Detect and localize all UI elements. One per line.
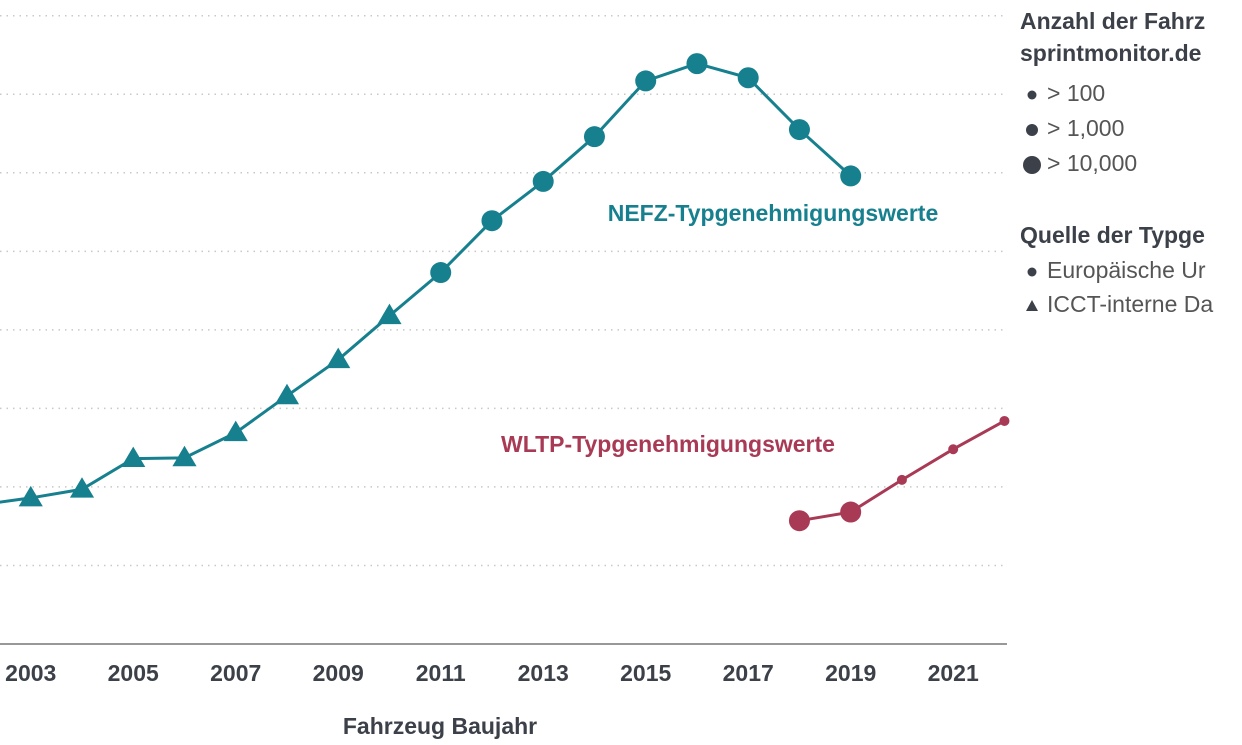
legend-label: > 1,000 bbox=[1047, 115, 1124, 141]
data-point bbox=[326, 347, 351, 369]
data-point bbox=[788, 119, 810, 141]
data-point bbox=[635, 70, 657, 92]
data-point bbox=[840, 165, 862, 187]
data-point bbox=[999, 415, 1010, 426]
data-point bbox=[840, 501, 862, 523]
data-point bbox=[377, 303, 402, 325]
legend-marker bbox=[1027, 90, 1037, 100]
x-tick-label: 2009 bbox=[313, 660, 364, 686]
data-point bbox=[274, 383, 300, 405]
x-tick-label: 2003 bbox=[5, 660, 56, 686]
legend-title: Quelle der Typge bbox=[1020, 222, 1205, 248]
data-point bbox=[481, 210, 503, 232]
x-tick-label: 2019 bbox=[825, 660, 876, 686]
legend-label: > 100 bbox=[1047, 80, 1105, 106]
x-tick-label: 2011 bbox=[416, 660, 466, 686]
data-point bbox=[172, 445, 197, 467]
data-point bbox=[686, 53, 708, 75]
data-point bbox=[18, 485, 43, 507]
legend-label: > 10,000 bbox=[1047, 150, 1137, 176]
x-tick-label: 2005 bbox=[108, 660, 159, 686]
x-tick-label: 2007 bbox=[210, 660, 261, 686]
data-point bbox=[737, 67, 759, 89]
legend-title: Anzahl der Fahrz bbox=[1020, 8, 1205, 34]
legend-title: sprintmonitor.de bbox=[1020, 40, 1201, 66]
legend-marker bbox=[1027, 267, 1037, 277]
legend-marker bbox=[1026, 300, 1038, 311]
series-label: NEFZ-Typgenehmigungswerte bbox=[608, 200, 939, 226]
data-point bbox=[223, 420, 248, 442]
data-point bbox=[121, 446, 146, 468]
data-point bbox=[788, 510, 810, 532]
legend-label: ICCT-interne Da bbox=[1047, 291, 1213, 317]
series-label: WLTP-Typgenehmigungswerte bbox=[501, 431, 835, 457]
data-point bbox=[948, 444, 959, 455]
data-point bbox=[69, 477, 95, 498]
data-point bbox=[532, 170, 554, 192]
data-point bbox=[583, 126, 605, 148]
data-point bbox=[896, 474, 907, 485]
x-tick-label: 2021 bbox=[928, 660, 979, 686]
legend-label: Europäische Ur bbox=[1047, 257, 1206, 283]
x-tick-label: 2017 bbox=[723, 660, 774, 686]
x-tick-label: 2015 bbox=[620, 660, 671, 686]
data-point bbox=[430, 262, 452, 284]
legend-marker bbox=[1023, 156, 1041, 174]
x-tick-label: 2013 bbox=[518, 660, 569, 686]
x-axis-title: Fahrzeug Baujahr bbox=[343, 713, 537, 739]
legend-marker bbox=[1026, 124, 1038, 136]
